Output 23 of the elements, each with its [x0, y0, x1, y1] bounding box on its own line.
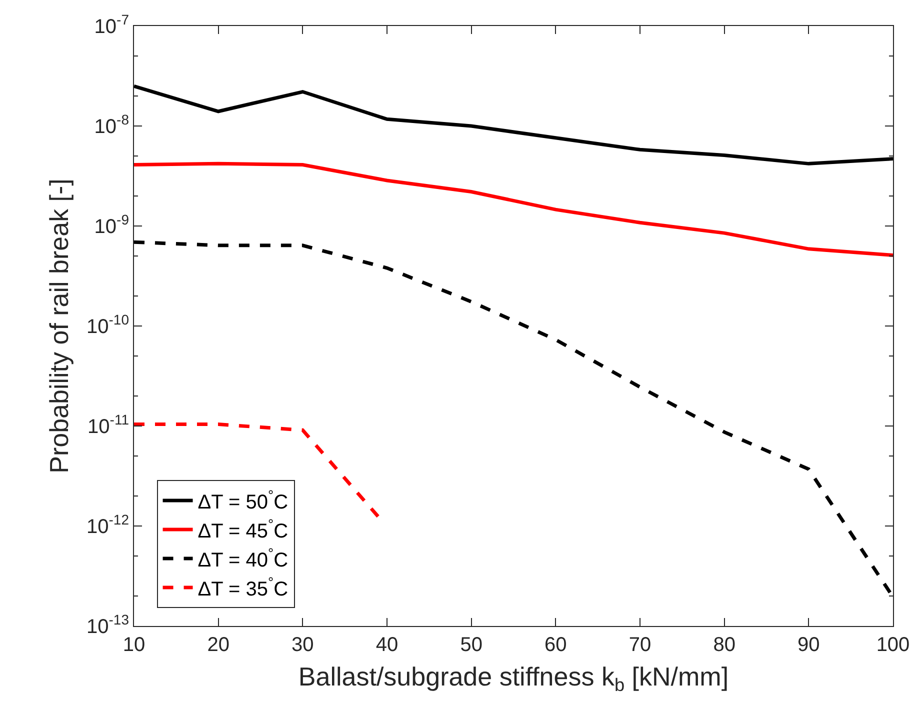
y-tick-label: 10$^{-7}$ — [94, 12, 130, 38]
y-tick-label: 10$^{-10}$ — [86, 312, 130, 338]
x-axis-title: Ballast/subgrade stiffness k$_{b}$ [kN/mm] — [298, 662, 729, 696]
legend-label: ΔT = 50$^{°}$C — [198, 486, 288, 514]
y-axis-title: Probability of rail break [-] — [44, 178, 74, 474]
x-tick-label: 20 — [207, 634, 230, 656]
line-series — [134, 162, 893, 257]
line-series — [134, 84, 893, 166]
legend-label: ΔT = 45$^{°}$C — [198, 516, 288, 542]
y-tick-label: 10$^{-9}$ — [94, 212, 130, 238]
legend-label: ΔT = 40$^{°}$C — [198, 544, 288, 572]
x-tick-label: 100 — [876, 634, 910, 656]
x-tick-label: 30 — [292, 634, 314, 656]
x-tick-label: 80 — [713, 634, 736, 656]
x-tick-label: 50 — [460, 634, 482, 656]
x-tick-label: 60 — [544, 634, 567, 656]
x-tick-label: 40 — [376, 634, 398, 656]
legend-label: ΔT = 35$^{°}$C — [198, 574, 288, 600]
y-tick-label: 10$^{-11}$ — [88, 412, 130, 438]
y-tick-label: 10$^{-12}$ — [86, 512, 130, 538]
x-tick-label: 90 — [798, 634, 820, 656]
x-tick-label: 70 — [628, 634, 652, 656]
y-tick-label: 10$^{-8}$ — [94, 112, 130, 138]
